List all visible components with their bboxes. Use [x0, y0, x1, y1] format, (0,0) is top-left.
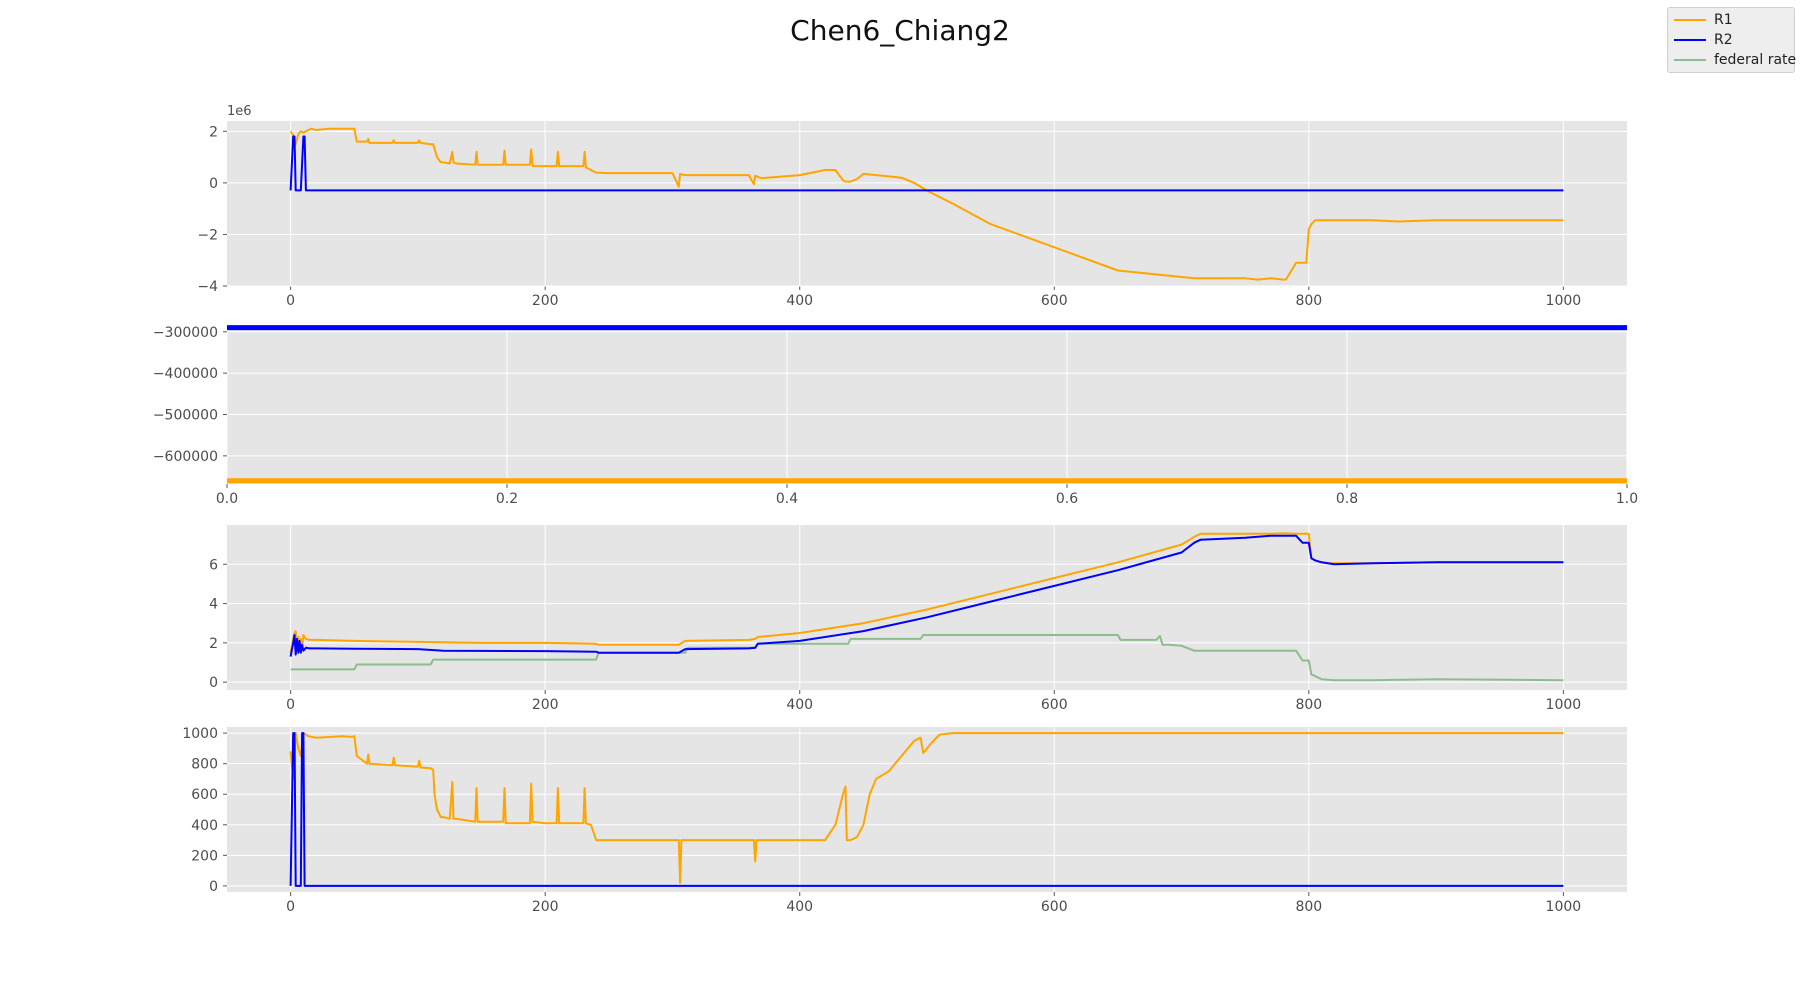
legend-item-federal-rate: federal rate [1674, 50, 1796, 70]
panel-4-ytick-label: 1000 [182, 726, 218, 742]
legend-swatch-r2 [1674, 39, 1706, 41]
panel-1-xtick-label: 0 [286, 293, 295, 309]
panel-4-ytick-label: 600 [191, 787, 218, 803]
panel-2-xtick-label: 0.2 [496, 491, 518, 507]
panel-1-series-r1 [289, 127, 1564, 281]
panel-3-ytick-label: 2 [209, 636, 218, 652]
panel-1-series-r2 [289, 135, 1564, 192]
legend: R1 R2 federal rate [1667, 7, 1796, 73]
panel-4-xtick-label: 800 [1295, 899, 1322, 915]
legend-label-federal-rate: federal rate [1714, 52, 1797, 68]
panel-4-ytick-label: 0 [209, 879, 218, 895]
panel-2-ytick-label: −500000 [153, 408, 218, 424]
panel-1-xtick-label: 1000 [1546, 293, 1582, 309]
panel-2-xtick-label: 0.4 [776, 491, 798, 507]
panel-1-background [227, 121, 1627, 286]
panel-1-ytick-label: 2 [209, 124, 218, 140]
panel-4-series-r1 [289, 732, 1564, 884]
legend-item-r2: R2 [1674, 30, 1733, 50]
panel-3-series-federal-rate [290, 634, 1564, 682]
panel-2-xtick-label: 0.6 [1056, 491, 1078, 507]
legend-item-r1: R1 [1674, 10, 1733, 30]
panel-4-xtick-label: 1000 [1546, 899, 1582, 915]
panel-3-xtick-label: 600 [1041, 697, 1068, 713]
panel-2-ytick-label: −300000 [153, 325, 218, 341]
chart-title: Chen6_Chiang2 [790, 14, 1010, 47]
panel-4-xtick-label: 400 [786, 899, 813, 915]
panel-3-ytick-label: 6 [209, 557, 218, 573]
panel-4-xtick-label: 600 [1041, 899, 1068, 915]
legend-swatch-r1 [1674, 19, 1706, 21]
panel-4-series-r2 [289, 732, 1564, 887]
panel-3-series-r2 [289, 534, 1564, 657]
panel-2-xtick-label: 0.0 [216, 491, 238, 507]
panel-2-xtick-label: 1.0 [1616, 491, 1638, 507]
panel-3-xtick-label: 800 [1295, 697, 1322, 713]
panel-4-xtick-label: 0 [286, 899, 295, 915]
legend-label-r1: R1 [1714, 12, 1733, 28]
panel-4-background [227, 727, 1627, 892]
legend-swatch-federal-rate [1674, 59, 1706, 61]
panel-1-ytick-label: −2 [197, 227, 218, 243]
panel-4-ytick-label: 400 [191, 818, 218, 834]
panel-2-ytick-label: −600000 [153, 449, 218, 465]
legend-label-r2: R2 [1714, 32, 1733, 48]
panel-1-ytick-label: 0 [209, 176, 218, 192]
panel-1-xtick-label: 200 [532, 293, 559, 309]
panel-3-xtick-label: 0 [286, 697, 295, 713]
panel-3-xtick-label: 200 [532, 697, 559, 713]
panel-1-xtick-label: 800 [1295, 293, 1322, 309]
panel-4-xtick-label: 200 [532, 899, 559, 915]
panel-3-ytick-label: 0 [209, 675, 218, 691]
panel-3-xtick-label: 1000 [1546, 697, 1582, 713]
panel-4-ytick-label: 800 [191, 757, 218, 773]
panel-3-ytick-label: 4 [209, 597, 218, 613]
panel-2-xtick-label: 0.8 [1336, 491, 1358, 507]
panel-1-offset-label: 1e6 [227, 104, 252, 119]
panel-1-xtick-label: 600 [1041, 293, 1068, 309]
panel-2-background [227, 326, 1627, 484]
panel-3-background [227, 525, 1627, 690]
panel-1-ytick-label: −4 [197, 279, 218, 295]
panel-2-ytick-label: −400000 [153, 366, 218, 382]
panel-1-xtick-label: 400 [786, 293, 813, 309]
panel-4-ytick-label: 200 [191, 848, 218, 864]
panel-3-xtick-label: 400 [786, 697, 813, 713]
